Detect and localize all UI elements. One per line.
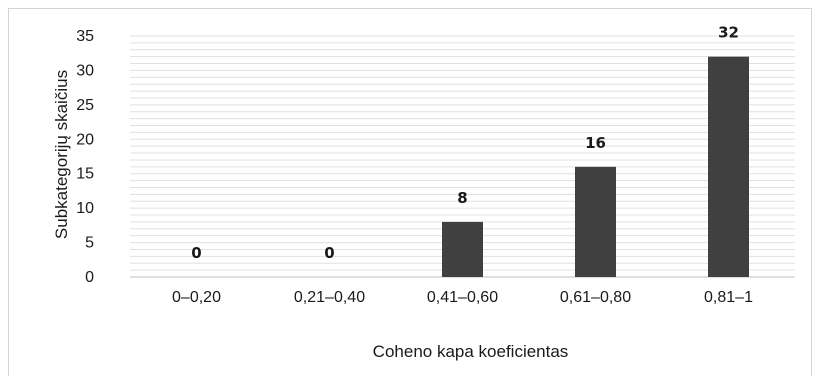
data-label: 0 — [191, 244, 201, 262]
data-labels: 0 0 8 16 32 — [191, 24, 739, 262]
bar — [575, 166, 616, 277]
chart-frame — [8, 8, 812, 376]
bar — [708, 56, 749, 278]
x-tick-label: 0,61–0,80 — [560, 289, 631, 306]
data-label: 0 — [324, 244, 334, 262]
x-tick-label: 0,41–0,60 — [427, 289, 498, 306]
y-tick-label: 35 — [76, 28, 94, 45]
y-tick-label: 10 — [76, 200, 94, 217]
data-label: 32 — [718, 24, 739, 42]
x-tick-label: 0–0,20 — [172, 289, 221, 306]
data-label: 16 — [585, 134, 606, 152]
bars — [442, 56, 749, 278]
y-tick-label: 25 — [76, 97, 94, 114]
x-tick-label: 0,81–1 — [704, 289, 753, 306]
y-tick-label: 20 — [76, 131, 94, 148]
y-tick-label: 5 — [85, 235, 94, 252]
y-tick-label: 0 — [85, 269, 94, 286]
x-tick-label: 0,21–0,40 — [294, 289, 365, 306]
y-tick-label: 30 — [76, 62, 94, 79]
x-axis-title: Coheno kapa koeficientas — [373, 342, 569, 361]
y-axis-ticks: 0 5 10 15 20 25 30 35 — [76, 28, 94, 286]
x-axis-ticks: 0–0,20 0,21–0,40 0,41–0,60 0,61–0,80 0,81–1 — [172, 289, 753, 306]
y-tick-label: 15 — [76, 166, 94, 183]
grid-lines — [130, 35, 795, 271]
y-axis-title: Subkategorijų skaičius — [52, 70, 71, 239]
data-label: 8 — [457, 189, 467, 207]
bar — [442, 221, 483, 277]
